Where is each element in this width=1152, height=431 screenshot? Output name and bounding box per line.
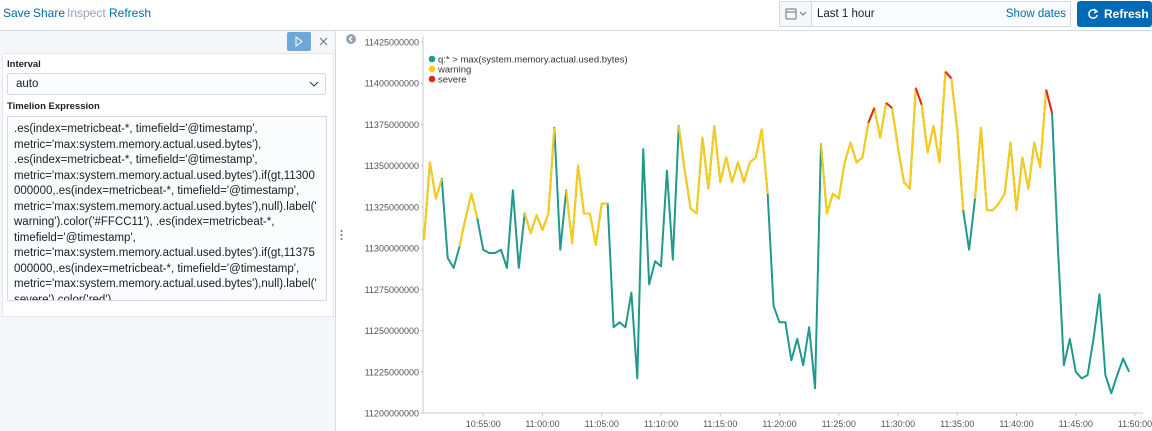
chevron-icon	[309, 81, 319, 87]
y-tick-label: 11225000000	[365, 367, 419, 377]
legend-swatch	[428, 65, 436, 73]
x-tick-label: 11:20:00	[762, 419, 796, 429]
share-link[interactable]: Share	[33, 6, 66, 20]
time-picker: Last 1 hour Show dates	[779, 1, 1071, 27]
chart: 11200000000 11225000000 11250000000 1127500…	[365, 36, 1152, 429]
resize-handle[interactable]	[339, 229, 344, 241]
y-tick-label: 11350000000	[365, 161, 419, 171]
show-dates[interactable]: Show dates	[1005, 8, 1066, 20]
calendar-button[interactable]	[780, 2, 812, 26]
refresh-label: Refresh	[1104, 7, 1149, 21]
y-tick-label: 11375000000	[365, 120, 419, 130]
interval-value: auto	[16, 78, 39, 90]
series-line	[423, 70, 1054, 247]
refresh-link[interactable]: Refresh	[109, 6, 152, 20]
y-tick-label: 11250000000	[365, 326, 419, 336]
x-tick-label: 11:25:00	[822, 419, 856, 429]
close-icon[interactable]	[318, 36, 329, 47]
x-tick-label: 11:00:00	[525, 419, 559, 429]
y-tick-label: 11200000000	[365, 409, 419, 419]
inspect-link: Inspect	[67, 6, 106, 20]
interval-label: Interval	[7, 59, 41, 70]
y-tick-label: 11400000000	[365, 79, 419, 89]
y-tick-label: 11275000000	[365, 285, 419, 295]
legend-swatch	[428, 75, 436, 83]
divider	[0, 30, 1152, 31]
collapse-icon[interactable]	[345, 33, 357, 45]
expression-textarea[interactable]: .es(index=metricbeat-*, timefield='@time…	[7, 116, 327, 301]
series-line	[867, 71, 1054, 124]
save-link[interactable]: Save	[3, 6, 31, 20]
x-tick-label: 11:35:00	[940, 419, 974, 429]
x-tick-label: 11:30:00	[881, 419, 915, 429]
refresh-button[interactable]: Refresh	[1077, 1, 1152, 27]
legend-label: q:* > max(system.memory.actual.used.byte…	[438, 55, 628, 66]
calendar-icon	[785, 8, 807, 20]
x-tick-label: 11:40:00	[999, 419, 1033, 429]
x-tick-label: 10:55:00	[466, 419, 501, 429]
refresh-icon	[1088, 8, 1099, 19]
legend-label: warning	[437, 65, 471, 76]
expression-label: Timelion Expression	[7, 101, 100, 112]
x-tick-label: 11:10:00	[644, 419, 678, 429]
y-tick-label: 11325000000	[365, 202, 419, 212]
play-icon	[295, 36, 303, 47]
time-range[interactable]: Last 1 hour	[817, 8, 875, 20]
run-button[interactable]	[287, 32, 311, 51]
legend-swatch	[428, 55, 436, 63]
y-tick-label: 11425000000	[365, 38, 419, 48]
interval-select[interactable]: auto	[7, 73, 326, 95]
x-tick-label: 11:15:00	[703, 419, 737, 429]
y-tick-label: 11300000000	[365, 244, 419, 254]
x-tick-label: 11:45:00	[1059, 419, 1093, 429]
legend-label: severe	[438, 75, 467, 86]
x-tick-label: 11:50:00	[1118, 419, 1152, 429]
x-tick-label: 11:05:00	[585, 419, 619, 429]
